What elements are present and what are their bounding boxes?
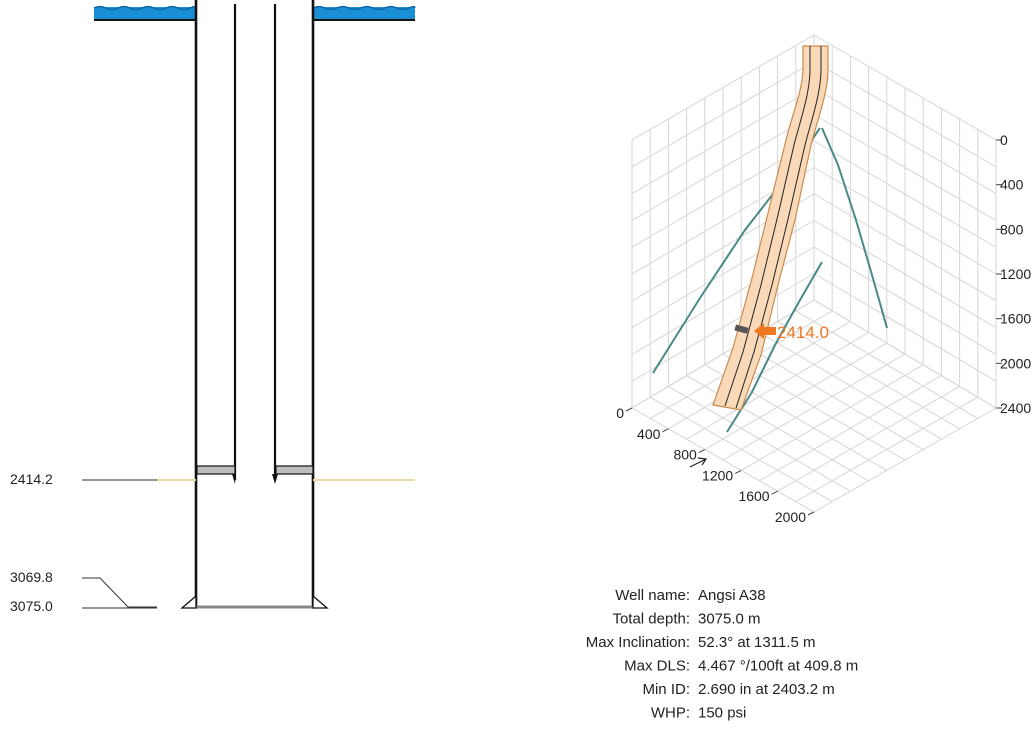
vertical-tick-label: 2400 <box>1000 400 1031 416</box>
horizontal-tick-mark <box>698 449 706 454</box>
horizontal-tick-mark <box>734 469 742 474</box>
info-value-5: 150 psi <box>698 705 746 722</box>
grid-line <box>813 407 997 513</box>
grid-line <box>740 342 924 451</box>
casing-shoe-left <box>180 594 197 609</box>
info-value-3: 4.467 °/100ft at 409.8 m <box>698 658 858 675</box>
horizontal-tick-label: 1200 <box>702 467 733 483</box>
projection-right-wall <box>821 127 888 329</box>
info-value-0: Angsi A38 <box>698 587 766 604</box>
tubing-tip-left <box>232 474 236 484</box>
horizontal-axis-ticks: 0 400 800 1200 1600 2000 <box>616 405 815 525</box>
well-info-panel: Well name: Angsi A38 Total depth: 3075.0 m M… <box>586 587 859 722</box>
packer-right <box>275 465 314 475</box>
grid-line <box>813 193 997 302</box>
grid-line <box>813 273 997 382</box>
trajectory-centerline-a <box>724 46 811 407</box>
wellbore-schematic: 2414.2 3069.8 3075.0 <box>10 0 416 614</box>
info-key-1: Total depth: <box>612 611 690 628</box>
depth-label-shoe: 3069.8 <box>10 569 53 585</box>
vertical-axis-ticks: 0 400 800 1200 1600 2000 2400 <box>996 132 1031 416</box>
horizontal-tick-label: 1600 <box>738 488 769 504</box>
marker-depth-label: 2414.0 <box>777 323 829 342</box>
trajectory-3d-plot: 2414.0 0 400 800 1200 1600 2000 2400 0 400 800 12… <box>616 34 1031 525</box>
depth-label-marker: 2414.2 <box>10 471 53 487</box>
info-key-5: WHP: <box>651 705 690 722</box>
horizontal-tick-label: 800 <box>673 447 697 463</box>
grid-line <box>759 375 942 482</box>
grid-line <box>813 220 997 329</box>
floor-grid <box>631 299 997 513</box>
info-key-2: Max Inclination: <box>586 634 690 651</box>
grid-line <box>722 353 906 461</box>
horizontal-tick-mark <box>662 428 669 433</box>
horizontal-tick-mark <box>807 511 815 516</box>
grid-line <box>759 331 942 440</box>
trajectory-tube <box>712 45 829 411</box>
vertical-tick-label: 1200 <box>1000 266 1031 282</box>
vertical-tick-label: 400 <box>1000 177 1024 193</box>
casing-shoe-right <box>312 594 329 609</box>
info-value-2: 52.3° at 1311.5 m <box>698 634 815 651</box>
depth-label-td: 3075.0 <box>10 598 53 614</box>
info-key-4: Min ID: <box>642 681 690 698</box>
trajectory-depth-tick <box>734 324 749 334</box>
grid-line <box>777 321 960 430</box>
tubing-tip-right <box>272 474 278 484</box>
grid-line <box>777 385 960 492</box>
grid-line <box>631 273 815 382</box>
info-value-4: 2.690 in at 2403.2 m <box>698 681 835 698</box>
info-key-3: Max DLS: <box>624 658 690 675</box>
horizontal-tick-label: 0 <box>616 405 624 421</box>
grid-line <box>813 299 997 409</box>
wave-line-right <box>312 5 416 11</box>
vertical-tick-label: 2000 <box>1000 355 1031 371</box>
right-wall-grid <box>813 34 997 409</box>
horizontal-tick-label: 400 <box>637 426 661 442</box>
grid-line <box>795 310 979 419</box>
horizontal-tick-mark <box>771 490 778 495</box>
trajectory-centerline-b <box>735 46 822 409</box>
north-arrow-icon <box>689 457 708 468</box>
horizontal-tick-mark <box>625 407 633 412</box>
info-value-1: 3075.0 m <box>698 611 761 628</box>
vertical-tick-label: 0 <box>1000 132 1008 148</box>
sea-surface-right <box>313 7 415 20</box>
projection-floor <box>726 261 823 433</box>
grid-line <box>813 246 997 355</box>
vertical-tick-label: 800 <box>1000 221 1024 237</box>
info-key-0: Well name: <box>615 587 690 604</box>
packer-left <box>196 465 236 475</box>
wave-line-left <box>93 5 197 11</box>
horizontal-tick-label: 2000 <box>775 509 806 525</box>
grid-line <box>740 364 924 471</box>
marker-arrow <box>754 323 776 339</box>
leader-3069 <box>82 577 157 608</box>
sea-surface-left <box>94 7 196 20</box>
vertical-tick-label: 1600 <box>1000 311 1031 327</box>
grid-line <box>795 396 979 503</box>
